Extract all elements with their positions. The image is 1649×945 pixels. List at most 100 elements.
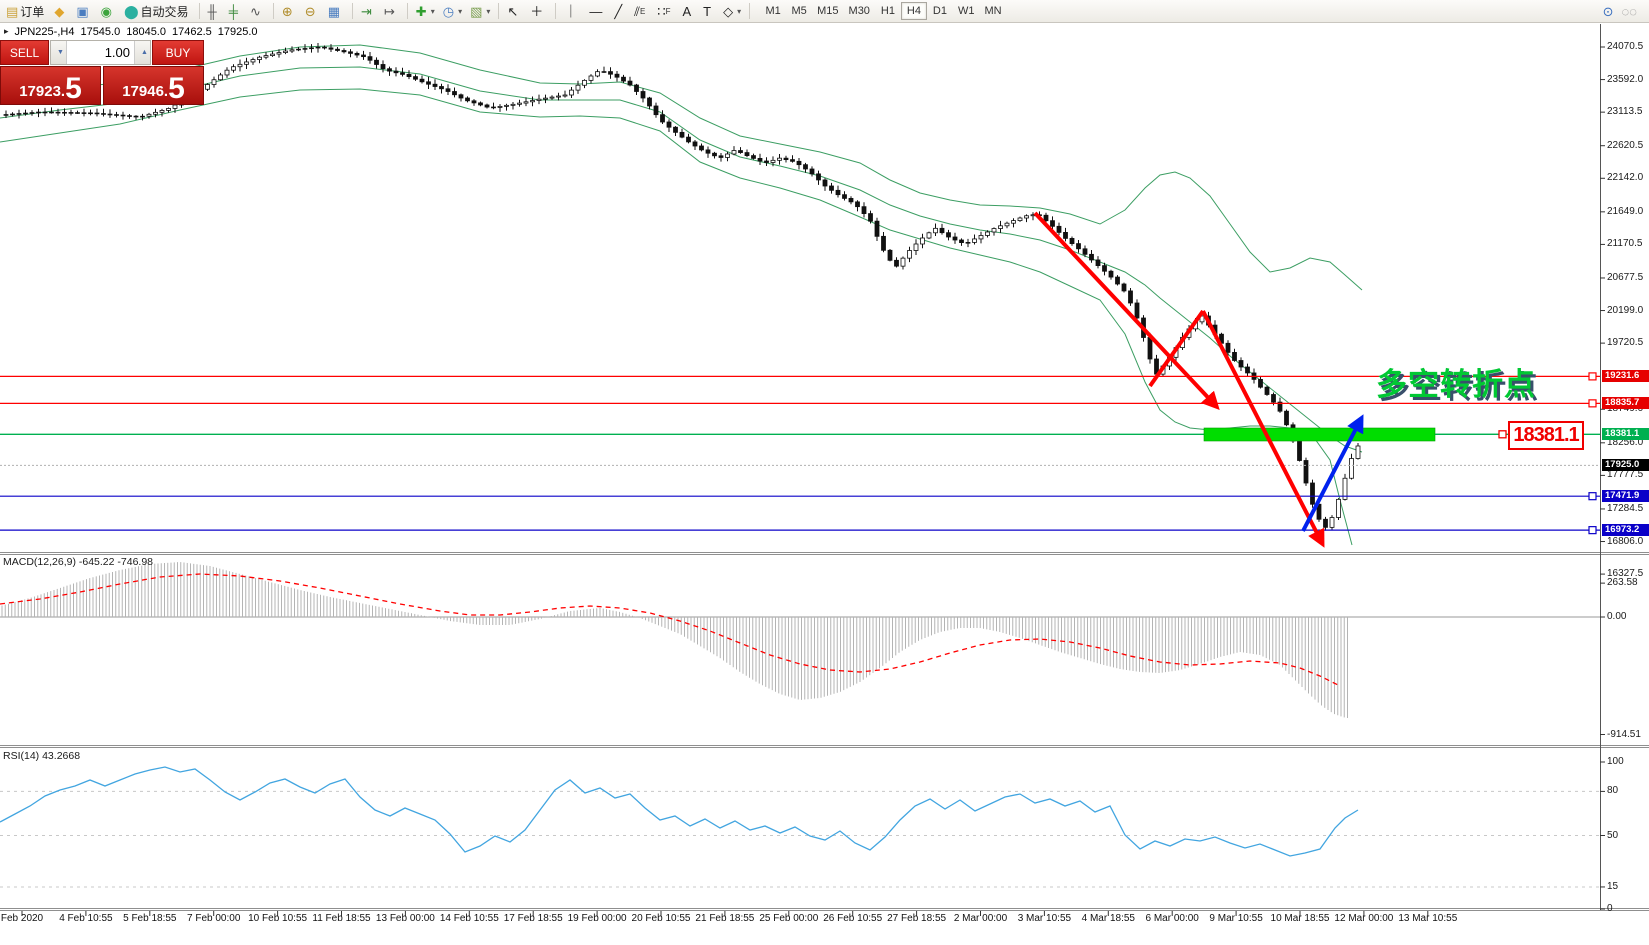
time-axis-label: 7 Feb 00:00 [187,913,241,924]
rsi-axis-label: 80 [1607,785,1619,797]
turning-point-annotation[interactable]: 多空转折点 [1376,367,1536,402]
timeframe-button[interactable]: M30 [844,2,875,20]
toolbar-button-icon: ╱ [614,3,623,19]
search-icon[interactable]: ⊙ [1599,2,1618,21]
timeframe-button[interactable]: MN [979,2,1006,20]
time-axis-label: 12 Mar 00:00 [1334,913,1394,924]
timeframe-button[interactable]: H1 [875,2,901,20]
arrows-button[interactable]: ◇ ▾ [719,2,745,21]
toolbar-separator [351,3,353,19]
timeframe-button[interactable]: W1 [953,2,980,20]
sell-button[interactable]: SELL [0,40,49,65]
time-axis-label: 4 Feb 10:55 [59,913,113,924]
toolbar-button-icon: ∿ [249,3,261,19]
price-axis-label: 17777.5 [1607,469,1644,481]
vertical-line-button[interactable]: ｜ [560,2,585,21]
bar-chart-button[interactable]: ╫ [204,2,225,21]
alerts-button[interactable]: ◉ [97,2,120,21]
toolbar-button-icon: A [682,3,692,19]
volume-increase-button[interactable]: ▲ [134,41,150,64]
toolbar-separator [555,3,557,19]
timeframe-button[interactable]: M15 [812,2,843,20]
price-callout-label[interactable]: 18381.1 [1508,421,1584,450]
rsi-indicator-label: RSI(14) 43.2668 [3,750,81,762]
text-button[interactable]: A [678,2,699,21]
toolbar-button-icon: ↖ [507,3,519,19]
time-axis-label: 4 Mar 18:55 [1081,913,1135,924]
volume-input[interactable] [67,41,134,64]
sell-price-display[interactable]: 17923. 5 [0,66,101,105]
ohlc-high: 18045.0 [126,26,166,38]
line-chart-button[interactable]: ∿ [246,2,269,21]
timeframe-button[interactable]: D1 [927,2,953,20]
price-axis-label: 22620.5 [1607,139,1644,151]
price-level-badge: 17471.9 [1602,489,1649,502]
data-window-button[interactable]: ▣ [72,2,96,21]
toolbar-button-icon: ∷ [657,3,666,19]
volume-stepper: ▼ ▲ [50,40,151,65]
text-label-button[interactable]: T [699,2,719,21]
buy-price-main: 17946. [122,83,169,100]
toolbar-button-icon: ▧ [470,3,483,19]
time-axis-label: 13 Mar 10:55 [1398,913,1458,924]
macd-axis-label: 263.58 [1607,577,1638,589]
time-axis-label: 11 Feb 18:55 [312,913,371,924]
new-order-button[interactable]: ▤ 订单 [2,2,50,21]
templates-button[interactable]: ▧ ▾ [466,2,494,21]
crosshair-button[interactable]: ＋ [526,2,551,21]
timeframe-button[interactable]: M5 [786,2,812,20]
time-axis-label: 26 Feb 10:55 [823,913,883,924]
price-axis-label: 23113.5 [1607,106,1643,118]
chart-marker-icon: ▸ [4,26,9,36]
toolbar-right-group: ⊙ ◌◌ [1599,2,1641,21]
ohlc-open: 17545.0 [80,26,121,38]
autotrading-button[interactable]: ⬤ 自动交易 [120,2,195,21]
toolbar-button-icon: ｜ [564,3,578,19]
price-axis-label: 20199.0 [1607,304,1644,316]
time-axis-label: 2 Mar 00:00 [953,913,1008,924]
fibonacci-button[interactable]: ∷ F [653,2,678,21]
sell-price-main: 17923. [19,83,66,100]
time-axis-label: 25 Feb 00:00 [759,913,819,924]
time-axis-label: 5 Feb 18:55 [123,913,177,924]
toolbar-button-icon: ◉ [100,3,112,19]
equidistant-channel-button[interactable]: ⫽ E [630,2,653,21]
cursor-button[interactable]: ↖ [503,2,526,21]
candlestick-chart-button[interactable]: ╪ [225,2,246,21]
horizontal-line-button[interactable]: — [585,2,610,21]
price-axis-label: 16806.0 [1607,535,1644,547]
volume-decrease-button[interactable]: ▼ [51,41,67,64]
toolbar-button-icon: ◌◌ [1621,3,1637,19]
timeframe-button[interactable]: H4 [900,2,927,20]
zoom-out-button[interactable]: ⊖ [301,2,324,21]
chart-area[interactable]: ▸ JPN225-,H4 17545.0 18045.0 17462.5 179… [0,23,1649,945]
price-axis-label: 21649.0 [1607,205,1644,217]
buy-button[interactable]: BUY [152,40,204,65]
community-chat-icon[interactable]: ◌◌ [1618,2,1641,21]
auto-scroll-button[interactable]: ↦ [380,2,403,21]
rsi-axis-label: 15 [1607,880,1619,892]
zoom-in-button[interactable]: ⊕ [278,2,301,21]
dropdown-arrow-icon: ▾ [737,6,742,16]
timeframe-button[interactable]: M1 [760,2,786,20]
price-axis-label: 24070.5 [1607,41,1644,52]
time-axis-label: 3 Mar 10:55 [1017,913,1072,924]
price-axis-label: 18256.0 [1607,436,1644,448]
new-chart-button[interactable]: ✚ ▾ [412,2,439,21]
time-axis-label: 14 Feb 10:55 [439,913,499,924]
ohlc-close: 17925.0 [217,26,258,38]
timeframe-toolbar: M1 M5 M15 M30 H1 H4 D1 W1 MN [760,2,1006,20]
time-axis-label: 9 Mar 10:55 [1209,913,1263,924]
periods-button[interactable]: ◷ ▾ [439,2,466,21]
toolbar-button-icon: T [703,3,712,19]
symbol-ohlc-header: ▸ JPN225-,H4 17545.0 18045.0 17462.5 179… [4,26,258,38]
toolbar-button-icon: ↦ [383,3,395,19]
chart-shift-button[interactable]: ⇥ [357,2,380,21]
tile-windows-button[interactable]: ▦ [324,2,348,21]
trendline-button[interactable]: ╱ [610,2,630,21]
time-axis-label: Feb 2020 [0,913,44,924]
buy-price-display[interactable]: 17946. 5 [103,66,204,105]
market-watch-button[interactable]: ◆ [50,2,72,21]
price-level-badge: 19231.6 [1602,369,1649,382]
